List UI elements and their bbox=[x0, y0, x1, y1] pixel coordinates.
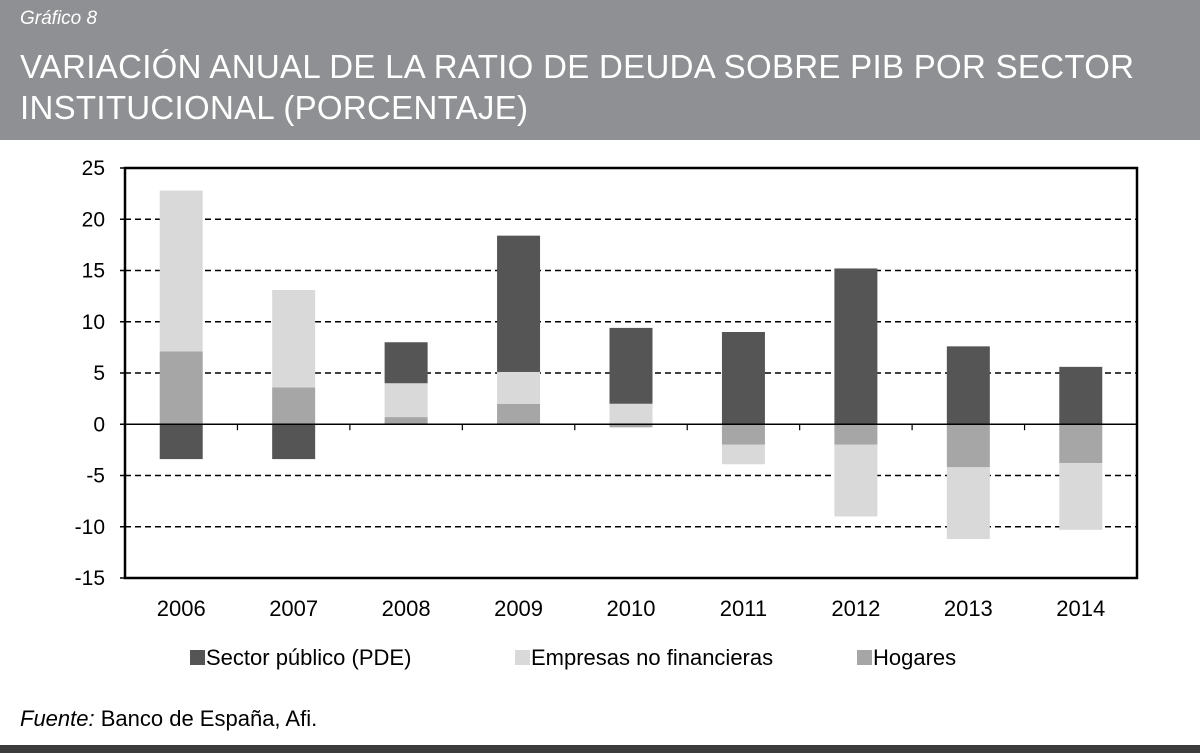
x-tick-label: 2011 bbox=[720, 596, 767, 621]
header-band: Gráfico 8 VARIACIÓN ANUAL DE LA RATIO DE… bbox=[0, 0, 1200, 140]
chart-title: VARIACIÓN ANUAL DE LA RATIO DE DEUDA SOB… bbox=[20, 48, 1135, 126]
bar-empresas-no-financieras-2006 bbox=[159, 190, 203, 352]
legend-swatch-hogares bbox=[857, 650, 872, 665]
bar-empresas-no-financieras-2007 bbox=[272, 289, 316, 388]
x-tick-label: 2013 bbox=[944, 596, 993, 621]
bar-sector-p-blico-pde--2012 bbox=[834, 268, 878, 425]
bar-sector-p-blico-pde--2006 bbox=[159, 424, 203, 460]
bar-hogares-2010 bbox=[609, 424, 653, 428]
x-tick-label: 2008 bbox=[382, 596, 431, 621]
x-tick-label: 2010 bbox=[607, 596, 656, 621]
y-tick-label: -15 bbox=[75, 567, 105, 590]
bottom-rule bbox=[0, 745, 1200, 753]
bar-hogares-2013 bbox=[946, 424, 990, 468]
legend-swatch-sector-p-blico-pde- bbox=[190, 650, 205, 665]
x-tick-label: 2007 bbox=[269, 596, 318, 621]
x-tick-label: 2006 bbox=[157, 596, 206, 621]
source-note: Fuente: Banco de España, Afi. bbox=[20, 706, 317, 732]
bar-empresas-no-financieras-2013 bbox=[946, 467, 990, 540]
legend-label-hogares: Hogares bbox=[873, 645, 956, 670]
legend-label-empresas-no-financieras: Empresas no financieras bbox=[531, 645, 773, 670]
bar-hogares-2012 bbox=[834, 424, 878, 445]
y-tick-label: 20 bbox=[82, 208, 105, 231]
bar-hogares-2011 bbox=[721, 424, 765, 445]
bar-empresas-no-financieras-2014 bbox=[1059, 463, 1103, 530]
figure-label: Gráfico 8 bbox=[20, 8, 98, 29]
bar-empresas-no-financieras-2008 bbox=[384, 383, 428, 418]
bar-empresas-no-financieras-2010 bbox=[609, 403, 653, 425]
bar-empresas-no-financieras-2011 bbox=[721, 444, 765, 465]
y-tick-label: 5 bbox=[93, 362, 105, 385]
bar-sector-p-blico-pde--2007 bbox=[272, 424, 316, 460]
bar-sector-p-blico-pde--2013 bbox=[946, 346, 990, 425]
bar-empresas-no-financieras-2009 bbox=[497, 371, 541, 404]
y-tick-label: 0 bbox=[93, 413, 105, 436]
bar-hogares-2007 bbox=[272, 387, 316, 425]
bar-sector-p-blico-pde--2008 bbox=[384, 342, 428, 384]
bar-sector-p-blico-pde--2011 bbox=[721, 332, 765, 425]
y-tick-label: 10 bbox=[82, 311, 105, 334]
y-tick-label: 25 bbox=[82, 157, 105, 180]
source-text: Banco de España, Afi. bbox=[100, 706, 318, 731]
x-tick-label: 2012 bbox=[831, 596, 880, 621]
source-prefix: Fuente: bbox=[20, 706, 95, 731]
bar-hogares-2014 bbox=[1059, 424, 1103, 464]
x-tick-label: 2014 bbox=[1056, 596, 1105, 621]
bar-hogares-2009 bbox=[497, 403, 541, 425]
bar-hogares-2008 bbox=[384, 417, 428, 425]
bar-hogares-2006 bbox=[159, 351, 203, 425]
y-tick-label: -10 bbox=[75, 516, 105, 539]
stacked-bar-chart: -15 -10 -5 0 5 10 15 20 25 2006 2007 2008 2009 2010 20… bbox=[75, 157, 1139, 670]
y-tick-label: -5 bbox=[86, 465, 105, 488]
legend-swatch-empresas-no-financieras bbox=[515, 650, 530, 665]
y-tick-label: 15 bbox=[82, 260, 105, 283]
bar-sector-p-blico-pde--2014 bbox=[1059, 366, 1103, 425]
bar-sector-p-blico-pde--2010 bbox=[609, 327, 653, 404]
legend-label-sector-p-blico-pde-: Sector público (PDE) bbox=[206, 645, 411, 670]
plot-frame bbox=[123, 166, 1139, 580]
x-tick-label: 2009 bbox=[494, 596, 543, 621]
bar-empresas-no-financieras-2012 bbox=[834, 444, 878, 517]
bar-sector-p-blico-pde--2009 bbox=[497, 235, 541, 372]
